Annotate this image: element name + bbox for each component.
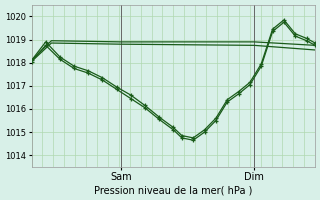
X-axis label: Pression niveau de la mer( hPa ): Pression niveau de la mer( hPa ) bbox=[94, 185, 252, 195]
